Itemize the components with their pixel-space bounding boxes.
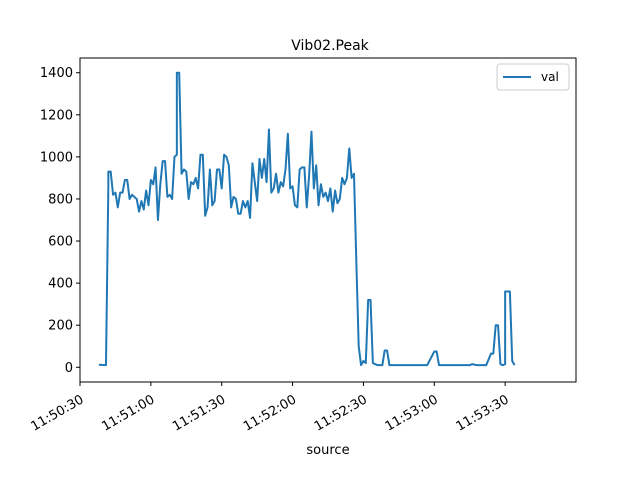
x-tick-label: 11:53:30 (454, 392, 512, 434)
plot-frame (79, 57, 577, 383)
y-tick-label: 200 (48, 319, 73, 334)
plot-area (79, 57, 577, 383)
y-axis: 0 200 400 600 800 1000 1200 1400 (40, 66, 80, 376)
y-tick-label: 1200 (40, 108, 73, 123)
x-tick-label: 11:52:00 (241, 392, 299, 434)
y-tick-label: 1000 (40, 150, 73, 165)
x-tick-label: 11:50:30 (28, 392, 86, 434)
legend-box (496, 63, 570, 91)
y-tick-label: 400 (48, 277, 73, 292)
series-layer (98, 71, 516, 367)
y-tick-label: 0 (65, 361, 73, 376)
legend-label: val (541, 70, 559, 84)
y-tick-label: 800 (48, 192, 73, 207)
y-tick-label: 1400 (40, 66, 73, 81)
x-axis-label: source (306, 443, 349, 458)
x-tick-label: 11:51:00 (99, 392, 157, 434)
legend[interactable]: val (496, 63, 570, 91)
y-tick-label: 600 (48, 235, 73, 250)
x-tick-label: 11:53:00 (383, 392, 441, 434)
x-tick-label: 11:52:30 (312, 392, 370, 434)
series-line-val (98, 71, 516, 367)
x-tick-label: 11:51:30 (170, 392, 228, 434)
chart-title: Vib02.Peak (291, 38, 369, 54)
x-axis: 11:50:30 11:51:00 11:51:30 11:52:00 11:52:30… (28, 382, 512, 435)
